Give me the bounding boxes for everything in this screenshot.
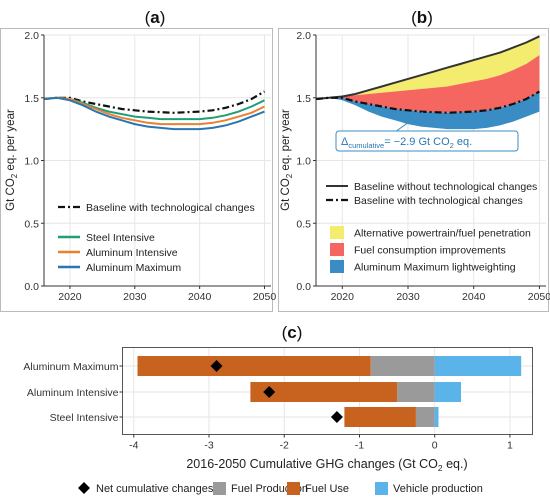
legend-b-alternative-powertrain-fuel-penetration-label: Alternative powertrain/fuel penetration [354,228,531,240]
bar-aluminum-intensive-vehicle-production [434,382,461,402]
legend-a-baseline-label: Baseline with technological changes [86,202,255,214]
panel-b-area-alternative-powertrain-fuel-penetration [316,36,540,99]
legend-b-fuel-consumption-improvements-swatch [330,243,344,256]
panel-b-xtick-label: 2020 [331,291,355,303]
annotation-pointer [394,111,424,133]
panel-c-category-label: Steel Intensive [50,412,119,424]
panel-b-ytick-label: 2.0 [296,30,311,42]
bar-steel-intensive-fuel-use [344,407,416,427]
panel-b-frame [278,28,549,312]
panel-c-category-label: Aluminum Maximum [23,361,118,373]
legend-b-fuel-consumption-improvements-label: Fuel consumption improvements [354,245,506,257]
legend-c-net-cumulative-changes-swatch [78,482,90,494]
panel-a-y-label: Gt CO2 eq. per year [5,109,19,211]
panel-a-xtick-label: 2020 [58,291,82,303]
panel-a-line-chart: 0.0 0.5 1.0 1.5 2.0 2020 2030 2040 2050 Gt CO2 e… [0,28,277,312]
panel-c-xtick-label: -2 [280,440,289,452]
cumulative-delta-annotation: Δcumulative= −2.9 Gt CO2 eq. [335,111,519,152]
panel-b-xtick-label: 2040 [462,291,486,303]
bar-aluminum-maximum-fuel-use [137,356,371,376]
legend-b-baseline-without-label: Baseline without technological changes [354,181,537,193]
annotation-box [335,130,519,152]
panel-c-legend: Net cumulative changes Fuel ProductionFue… [78,482,483,495]
panel-b-line-baseline-without-technological-changes [315,35,540,100]
panel-b-xtick-label: 2050 [528,291,550,303]
panel-b-ytick-label: 0.5 [296,218,311,230]
panel-a-ytick-label: 1.0 [24,156,39,168]
panel-a-xtick-label: 2050 [253,291,277,303]
panel-b-xtick-label: 2030 [396,291,420,303]
net-marker-aluminum-maximum [210,360,223,372]
panel-a-line-aluminum-intensive [43,96,265,126]
bar-aluminum-intensive-fuel-use [250,382,398,402]
panel-a-ytick-label: 1.5 [24,93,39,105]
legend-b-baseline-with-label: Baseline with technological changes [354,195,523,207]
panel-a-ytick-label: 0.0 [24,281,39,293]
panel-a-title: (a) [145,8,166,27]
panel-b-ytick-label: 1.0 [296,156,311,168]
panel-b-title: (b) [411,8,433,27]
bar-aluminum-maximum-fuel-production [370,356,435,376]
panel-a-line-aluminum-maximum [43,96,265,131]
panel-c-xtick-label: -3 [204,440,213,452]
panel-b-ytick-label: 0.0 [296,281,311,293]
panel-a-xtick-label: 2040 [188,291,212,303]
panel-b-area-chart: 0.0 0.5 1.0 1.5 2.0 2020 2030 2040 2050 Gt CO2 e… [278,28,550,312]
panel-a-ytick-label: 0.5 [24,218,39,230]
panel-a-legend: Baseline with technological changes Steel… [58,202,255,274]
panel-c-title: (c) [282,323,303,342]
legend-c-vehicle-production-swatch [375,482,388,495]
panel-a-line-baseline-with-technological-changes [43,90,266,114]
bar-aluminum-maximum-vehicle-production [434,356,522,376]
panel-c-xtick-label: -4 [129,440,138,452]
bar-steel-intensive-vehicle-production [434,407,439,427]
panel-a-xtick-label: 2030 [123,291,147,303]
legend-b-aluminum-maximum-lightweighting-swatch [330,260,344,273]
legend-a-steel-intensive-label: Steel Intensive [86,232,155,244]
panel-b-area-aluminum-maximum-lightweighting [316,91,540,130]
panel-b-area-fuel-consumption-improvements [316,55,540,113]
panel-c-x-label: 2016-2050 Cumulative GHG changes (Gt CO2… [186,457,467,473]
panel-a-frame [0,28,273,312]
panel-c-xtick-label: -1 [355,440,364,452]
panel-b-legend: Baseline without technological changes Ba… [326,181,537,274]
panel-c-xtick-label: 0 [432,440,438,452]
bar-steel-intensive-fuel-production [415,407,435,427]
bar-aluminum-intensive-fuel-production [397,382,435,402]
legend-c-net-cumulative-changes-label: Net cumulative changes [96,483,214,495]
legend-c-vehicle-production-label: Vehicle production [393,483,483,495]
legend-a-aluminum-intensive-label: Aluminum Intensive [86,247,178,259]
net-marker-steel-intensive [330,411,343,423]
panel-a-ytick-label: 2.0 [24,30,39,42]
legend-a-aluminum-maximum-label: Aluminum Maximum [86,262,181,274]
annotation-text: Δcumulative= −2.9 Gt CO2 eq. [341,136,472,150]
panel-b-y-label: Gt CO2 eq. per year [280,109,294,211]
panel-c-category-label: Aluminum Intensive [27,387,119,399]
legend-b-alternative-powertrain-fuel-penetration-swatch [330,226,344,239]
legend-c-fuel-use-label: Fuel Use [305,483,349,495]
legend-c-fuel-production-swatch [213,482,226,495]
panel-b-ytick-label: 1.5 [296,93,311,105]
panel-c-plot-frame [122,347,533,435]
panel-c-bar-chart: -4 -3 -2 -1 0 1 Aluminum Maximum Aluminum Inte… [23,347,533,495]
panel-c-xtick-label: 1 [507,440,513,452]
legend-b-aluminum-maximum-lightweighting-label: Aluminum Maximum lightweighting [354,262,516,274]
legend-c-fuel-use-swatch [287,482,300,495]
net-marker-aluminum-intensive [263,386,276,398]
